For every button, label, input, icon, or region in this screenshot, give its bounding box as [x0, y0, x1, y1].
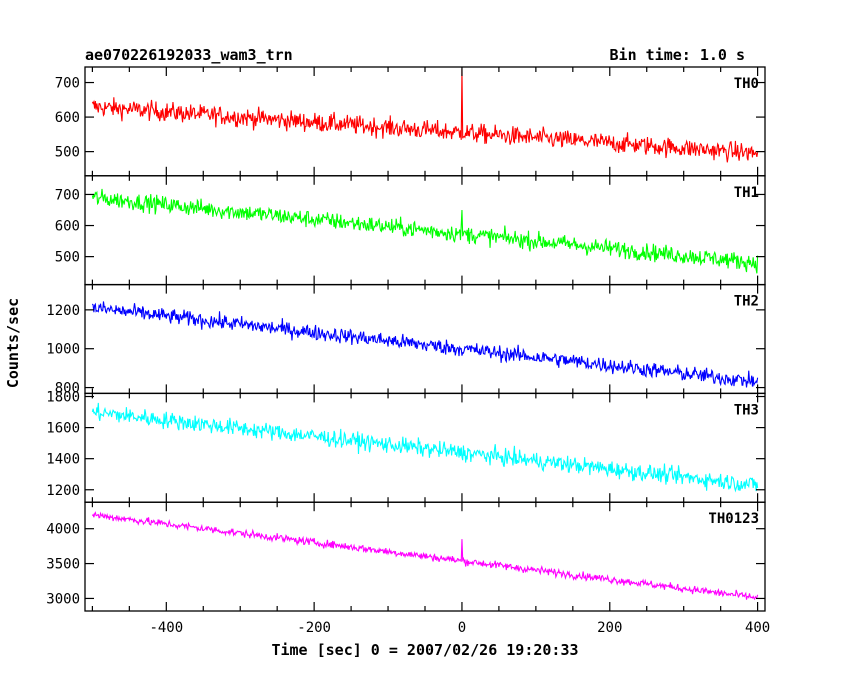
- x-tick-label: -200: [297, 620, 331, 636]
- y-tick-label: 3000: [46, 591, 80, 607]
- series-line-th0123: [91, 511, 759, 601]
- panel-frame: [84, 283, 766, 395]
- panel-th0123: 3000 3500 4000 TH0123: [46, 501, 766, 612]
- x-tick-label: -400: [149, 620, 183, 636]
- y-tick-label: 3500: [46, 557, 80, 573]
- y-tick-label: 600: [55, 219, 80, 235]
- series-line-th1: [91, 188, 759, 274]
- panel-th1: 500 600 700 TH1: [55, 175, 766, 286]
- x-tick-label: 200: [597, 620, 622, 636]
- panel-label: TH3: [734, 402, 759, 418]
- y-tick-label: 1400: [46, 452, 80, 468]
- panel-frame: [84, 66, 766, 177]
- x-tick-label: 400: [745, 620, 770, 636]
- y-tick-label: 600: [55, 110, 80, 126]
- y-tick-label: 700: [55, 76, 80, 92]
- panel-th2: 800 1000 1200 TH2: [46, 283, 766, 397]
- y-tick-label: 1200: [46, 483, 80, 499]
- y-axis-label: Counts/sec: [4, 298, 22, 388]
- y-tick-label: 1800: [46, 390, 80, 406]
- panel-th0: 500 600 700 TH0: [55, 66, 766, 177]
- y-tick-label: 1000: [46, 342, 80, 358]
- y-tick-label: 800: [55, 381, 80, 397]
- series-line-th2: [91, 301, 759, 388]
- x-tick-label: 0: [458, 620, 466, 636]
- x-axis-label: Time [sec] 0 = 2007/02/26 19:20:33: [271, 641, 578, 659]
- panel-label: TH0: [734, 76, 759, 92]
- panel-label: TH0123: [708, 511, 759, 527]
- chart-title: ae070226192033_wam3_trn: [85, 46, 293, 64]
- panel-frame: [84, 175, 766, 286]
- panels-group: 500 600 700 TH0 500 600 700 TH1 800 1000 1200 TH2 12…: [46, 66, 770, 636]
- y-tick-label: 500: [55, 250, 80, 266]
- series-line-th0: [91, 68, 759, 163]
- y-tick-label: 500: [55, 145, 80, 161]
- series-line-th3: [91, 402, 759, 493]
- bin-time-label: Bin time: 1.0 s: [610, 46, 745, 64]
- panel-label: TH2: [734, 294, 759, 310]
- y-tick-label: 700: [55, 187, 80, 203]
- panel-label: TH1: [734, 185, 759, 201]
- y-tick-label: 4000: [46, 522, 80, 538]
- y-tick-label: 1200: [46, 303, 80, 319]
- panel-th3: 1200 1400 1600 1800 TH3: [46, 390, 766, 503]
- y-tick-label: 1600: [46, 421, 80, 437]
